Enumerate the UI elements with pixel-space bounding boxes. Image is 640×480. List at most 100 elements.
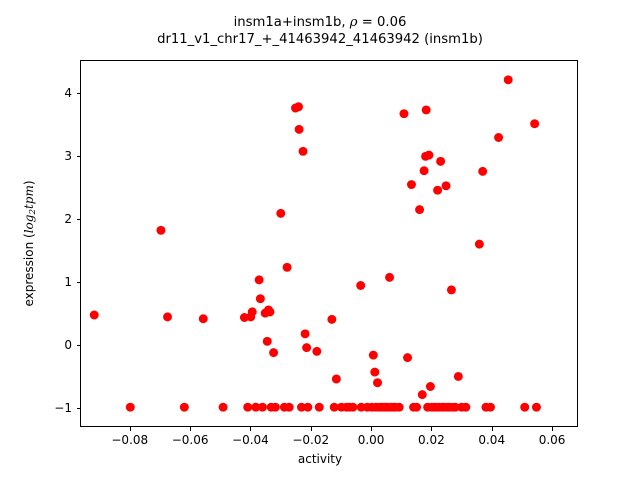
x-tick-mark xyxy=(250,427,252,431)
x-tick-mark xyxy=(431,427,433,431)
x-tick-label: −0.04 xyxy=(232,433,269,447)
scatter-point xyxy=(265,307,275,317)
y-axis-label-suffix: ) xyxy=(22,180,36,186)
scatter-point xyxy=(297,402,306,412)
scatter-point xyxy=(243,402,253,412)
y-tick-label: 4 xyxy=(64,85,72,100)
y-tick-mark xyxy=(76,408,80,410)
scatter-point xyxy=(406,180,416,190)
chart-title: insm1a+insm1b, ρ = 0.06 dr11_v1_chr17_+_… xyxy=(0,14,640,48)
scatter-point xyxy=(255,294,265,304)
y-tick-mark xyxy=(76,155,80,157)
plot-area xyxy=(80,60,578,427)
scatter-point xyxy=(303,402,313,412)
y-tick-label: 0 xyxy=(64,338,72,353)
y-axis-label-log: log xyxy=(22,214,36,234)
scatter-point xyxy=(282,262,292,272)
scatter-point xyxy=(294,102,303,112)
scatter-point xyxy=(446,285,456,295)
scatter-point xyxy=(348,402,358,412)
scatter-point xyxy=(125,402,135,412)
y-axis-label-base: 2 xyxy=(28,209,39,215)
x-tick-label: 0.00 xyxy=(357,433,385,447)
x-tick-label: 0.02 xyxy=(418,433,445,447)
scatter-point xyxy=(425,382,435,391)
scatter-point xyxy=(424,150,434,160)
x-tick-label: −0.06 xyxy=(171,433,209,447)
scatter-point xyxy=(433,185,443,195)
x-tick-mark xyxy=(552,427,554,431)
scatter-point xyxy=(302,343,312,353)
scatter-point xyxy=(394,402,404,412)
rho-symbol: ρ xyxy=(349,15,358,30)
scatter-point xyxy=(485,402,495,412)
scatter-point xyxy=(89,310,99,320)
scatter-point xyxy=(314,402,324,412)
chart-title-line-2: dr11_v1_chr17_+_41463942_41463942 (insm1… xyxy=(157,32,483,47)
scatter-point xyxy=(415,205,425,215)
y-tick-mark xyxy=(76,92,80,94)
scatter-point xyxy=(257,402,267,412)
scatter-point xyxy=(254,275,264,285)
scatter-point xyxy=(156,225,166,235)
scatter-point xyxy=(412,402,422,412)
chart-title-prefix: insm1a+insm1b, xyxy=(233,15,350,30)
scatter-point xyxy=(331,374,341,384)
scatter-point xyxy=(385,272,395,282)
scatter-point xyxy=(478,166,488,176)
y-tick-label: 3 xyxy=(64,148,72,163)
x-tick-label: 0.04 xyxy=(478,433,506,447)
scatter-point xyxy=(284,402,294,412)
scatter-point xyxy=(450,402,460,412)
x-tick-mark xyxy=(310,427,312,431)
scatter-point xyxy=(270,402,280,412)
y-tick-mark xyxy=(76,218,80,220)
x-tick-label: 0.06 xyxy=(538,433,566,447)
scatter-point xyxy=(218,402,228,412)
scatter-point xyxy=(474,239,484,249)
chart-title-suffix: = 0.06 xyxy=(357,15,407,30)
scatter-point xyxy=(368,350,378,360)
scatter-point xyxy=(247,307,257,317)
x-tick-mark xyxy=(491,427,493,431)
scatter-point xyxy=(179,402,189,412)
scatter-point xyxy=(356,281,366,290)
scatter-point xyxy=(453,371,463,381)
y-tick-mark xyxy=(76,281,80,283)
x-tick-mark xyxy=(371,427,373,431)
scatter-point xyxy=(421,105,431,115)
x-tick-label: −0.08 xyxy=(111,433,149,447)
scatter-point xyxy=(251,402,261,412)
x-tick-mark xyxy=(129,427,131,431)
x-axis-label: activity xyxy=(297,452,343,466)
scatter-point xyxy=(531,402,541,412)
scatter-point xyxy=(294,124,304,134)
scatter-point xyxy=(300,329,310,339)
scatter-point xyxy=(312,346,322,356)
y-axis-label: expression (log2tpm) xyxy=(22,60,42,427)
y-tick-label: 1 xyxy=(64,274,72,289)
scatter-point xyxy=(198,314,208,324)
scatter-point xyxy=(163,312,173,322)
y-axis-label-tpm: tpm xyxy=(22,185,36,210)
y-axis-label-prefix: expression ( xyxy=(22,233,36,307)
y-tick-mark xyxy=(76,345,80,347)
scatter-point xyxy=(530,119,540,129)
scatter-point xyxy=(494,133,504,142)
scatter-point xyxy=(399,109,409,119)
scatter-point xyxy=(436,156,446,166)
scatter-point xyxy=(370,367,380,377)
scatter-point xyxy=(329,402,339,412)
scatter-point xyxy=(461,402,471,412)
y-tick-label: −1 xyxy=(54,401,72,416)
chart-title-line-1: insm1a+insm1b, ρ = 0.06 xyxy=(0,14,640,31)
scatter-point xyxy=(417,390,427,400)
x-tick-mark xyxy=(190,427,192,431)
x-tick-label: −0.02 xyxy=(292,433,330,447)
scatter-points-layer xyxy=(89,75,541,412)
scatter-point xyxy=(419,166,429,176)
scatter-point xyxy=(262,336,272,346)
scatter-point xyxy=(276,208,286,218)
scatter-point xyxy=(373,378,382,388)
scatter-point xyxy=(298,146,308,156)
